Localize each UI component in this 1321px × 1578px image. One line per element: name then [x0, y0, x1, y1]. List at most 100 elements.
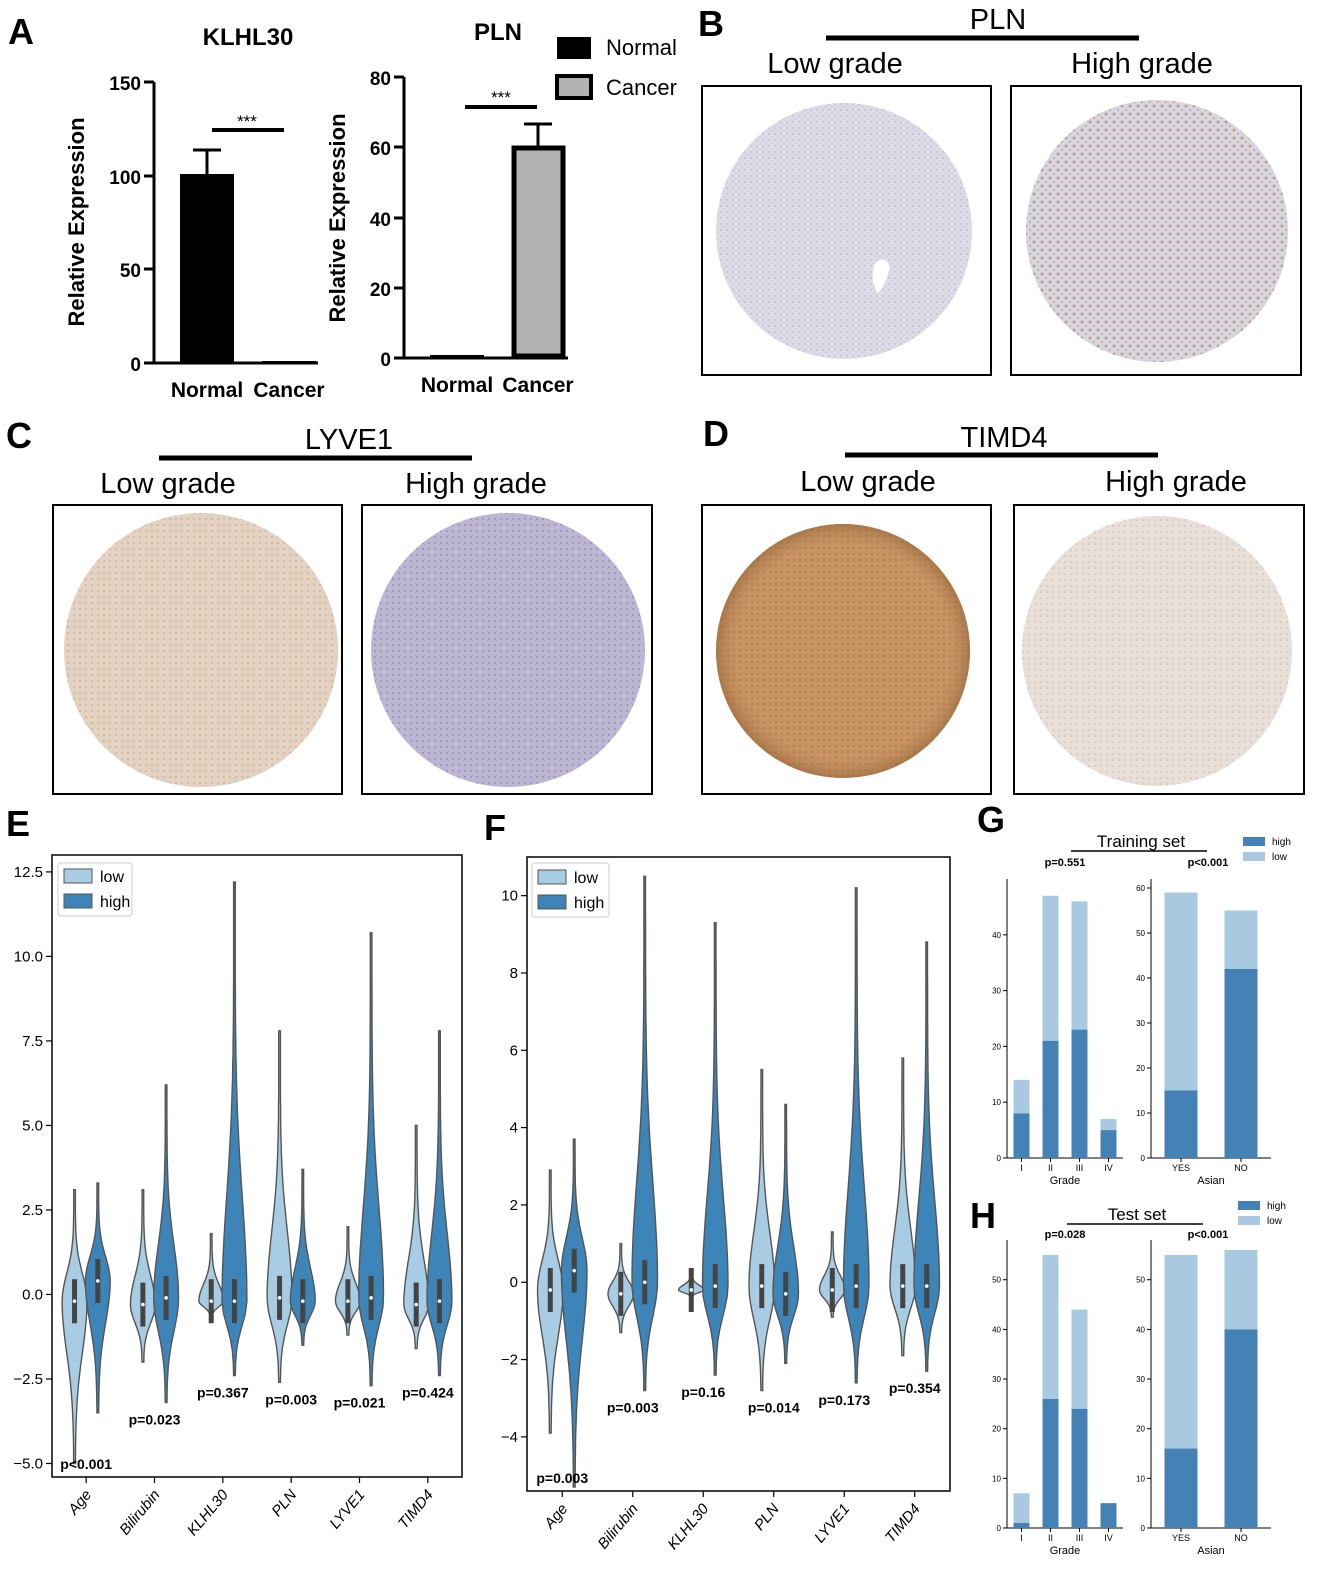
x-tick-label: Cancer	[253, 379, 324, 402]
p-value-label: p=0.003	[607, 1399, 659, 1415]
y-tick-label: 10.0	[14, 948, 43, 965]
tissue-core-low	[64, 513, 338, 787]
bar-low	[1042, 895, 1059, 1041]
violin-median-high	[95, 1279, 100, 1283]
ihc-panel-b: PLN Low grade High grade	[701, 4, 1302, 376]
violin-median-high	[713, 1284, 718, 1288]
tissue-core-low	[716, 103, 972, 359]
panel-label-d: D	[703, 413, 729, 454]
legend-label-normal: Normal	[606, 35, 677, 60]
violin-high	[631, 875, 659, 1392]
y-tick-label: 6	[510, 1042, 518, 1059]
legend-swatch-low	[1238, 1216, 1260, 1225]
panel-label-a: A	[8, 11, 34, 52]
violin-median-low	[141, 1302, 145, 1307]
p-value-label: p=0.173	[818, 1392, 870, 1408]
violin-high	[221, 881, 248, 1377]
violin-median-low	[618, 1292, 623, 1296]
violin-high	[426, 1030, 453, 1377]
tissue-core-high	[371, 513, 645, 787]
x-tick-label: Age	[540, 1501, 571, 1533]
x-axis-label: Asian	[1197, 1545, 1225, 1557]
y-axis-label: Relative Expression	[325, 113, 350, 322]
violin-high	[913, 941, 941, 1372]
p-value-label: p=0.021	[334, 1395, 386, 1411]
violin-median-low	[900, 1284, 905, 1288]
x-tick-label: II	[1048, 1533, 1053, 1543]
grade-label-low: Low grade	[800, 466, 935, 498]
violin-median-high	[642, 1280, 647, 1285]
y-axis-label: Relative Expression	[64, 117, 89, 326]
violin-high	[842, 887, 870, 1384]
tissue-core-high	[1022, 516, 1292, 786]
bar-low	[1013, 1079, 1030, 1114]
legend-label-high: high	[100, 894, 130, 911]
y-tick-label: 0	[1141, 1524, 1146, 1533]
violin-median-low	[346, 1299, 350, 1304]
y-tick-label: 2	[510, 1197, 518, 1214]
chart-f-violin: low high −4 −2 0 2 4 6 8 10 p=0.003 Age p=0.003 Bil…	[501, 856, 951, 1553]
x-tick-label: KLHL30	[184, 1486, 232, 1539]
x-tick-label: III	[1076, 1163, 1084, 1173]
significance-label: ***	[491, 88, 511, 107]
violin-median-high	[854, 1284, 859, 1288]
violin-high	[560, 1138, 588, 1488]
violin-high	[289, 1168, 316, 1346]
chart-title: Test set	[1108, 1205, 1167, 1224]
y-tick-label: 40	[1136, 974, 1145, 983]
y-tick-label: 100	[109, 168, 141, 189]
legend-label-cancer: Cancer	[606, 75, 677, 100]
y-tick-label: 0	[1141, 1154, 1146, 1163]
x-tick-label: LYVE1	[326, 1487, 368, 1533]
p-value-label: p=0.014	[748, 1399, 800, 1415]
y-tick-label: 7.5	[22, 1033, 43, 1050]
legend-swatch-cancer	[555, 74, 593, 100]
legend-swatch-low	[537, 869, 567, 885]
violin-median-high	[924, 1284, 929, 1288]
y-tick-label: 0	[380, 350, 391, 371]
violin-median-low	[548, 1288, 553, 1292]
y-tick-label: −2	[501, 1352, 518, 1369]
bar-low	[1164, 892, 1198, 1091]
bar-low	[1224, 1249, 1258, 1330]
gene-label: TIMD4	[961, 422, 1048, 454]
panel-label-h: H	[970, 1195, 996, 1236]
bar-low	[1071, 901, 1088, 1030]
p-value-label: p=0.367	[197, 1385, 249, 1401]
bar-normal	[430, 355, 484, 358]
bar-high	[1042, 1398, 1059, 1528]
plot-frame	[51, 854, 463, 1478]
x-tick-label: PLN	[751, 1501, 783, 1534]
p-value-label: p=0.551	[1045, 857, 1086, 869]
violin-median-low	[830, 1288, 835, 1292]
y-tick-label: 0	[997, 1524, 1002, 1533]
bar-normal	[180, 174, 234, 363]
legend-label-low: low	[1272, 852, 1288, 863]
x-tick-label: Normal	[171, 379, 243, 402]
panel-label-c: C	[6, 415, 32, 456]
y-tick-label: 40	[1136, 1325, 1145, 1334]
violin-low	[61, 1188, 88, 1465]
x-tick-label: IV	[1104, 1533, 1113, 1543]
y-tick-label: 0	[510, 1274, 518, 1291]
chart-title: Training set	[1097, 832, 1185, 851]
panel-label-g: G	[977, 799, 1005, 840]
tissue-core-high	[1026, 100, 1288, 362]
x-tick-label: Bilirubin	[116, 1487, 163, 1539]
violin-median-high	[437, 1299, 442, 1304]
x-tick-label: Age	[64, 1487, 95, 1519]
p-value-label: p=0.424	[402, 1385, 454, 1401]
bar-low	[1042, 1254, 1059, 1399]
x-tick-label: I	[1020, 1163, 1023, 1173]
x-tick-label: TIMD4	[882, 1501, 924, 1546]
violin-median-high	[572, 1268, 577, 1273]
bar-high	[1164, 1448, 1198, 1528]
p-value-label: p=0.003	[536, 1470, 588, 1486]
y-tick-label: 60	[370, 139, 391, 160]
legend-label-high: high	[574, 895, 604, 912]
y-tick-label: 40	[992, 931, 1001, 940]
violin-median-low	[414, 1302, 419, 1307]
y-tick-label: 50	[992, 1276, 1001, 1285]
p-value-label: p=0.16	[681, 1384, 725, 1400]
